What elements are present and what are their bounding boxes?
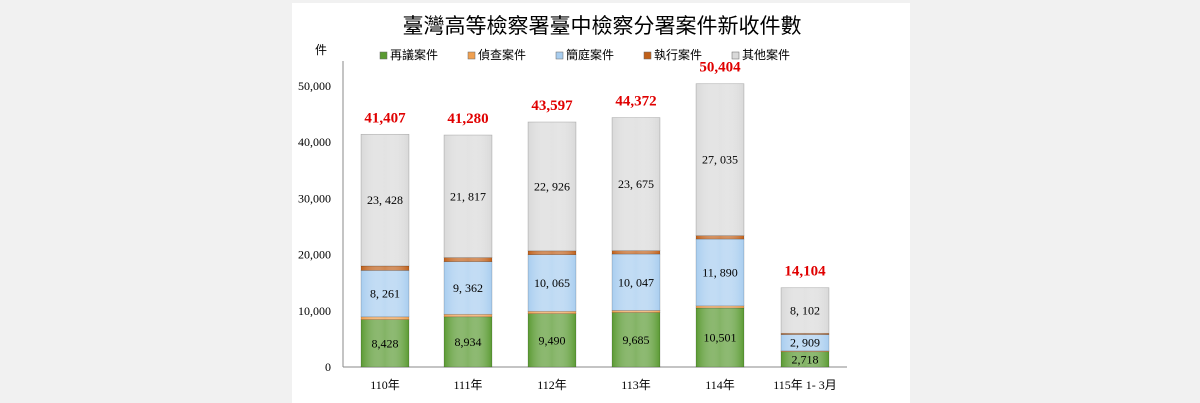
- segment-label: 10, 047: [618, 275, 654, 289]
- bar-segment-shade: [695, 235, 745, 240]
- y-tick-label: 0: [325, 360, 331, 374]
- segment-label: 21, 817: [450, 189, 486, 203]
- segment-label: 2, 909: [790, 336, 820, 350]
- bar-stack: 9,490 10, 065 22, 926 43,597 112年: [527, 98, 577, 392]
- bar-stack: 10,501 11, 890 27, 035 50,404 114年: [695, 60, 745, 392]
- chart-title: 臺灣高等檢察署臺中檢察分署案件新收件數: [403, 14, 802, 38]
- legend-swatch: [379, 51, 388, 60]
- total-label: 44,372: [615, 94, 656, 110]
- segment-label: 9,685: [623, 333, 650, 347]
- legend-swatch: [467, 51, 476, 60]
- x-tick-label: 110年: [370, 378, 400, 392]
- bar-segment-shade: [443, 134, 493, 258]
- bar-segment-shade: [611, 117, 661, 251]
- chart-panel: 臺灣高等檢察署臺中檢察分署案件新收件數 件 再議案件 偵查案件 簡庭案件 執行案件 其他…: [292, 3, 910, 403]
- segment-label: 10, 065: [534, 276, 570, 290]
- segment-label: 23, 675: [618, 177, 654, 191]
- x-tick-label: 115年 1- 3月: [773, 378, 837, 392]
- axes: 0 10,000 20,000 30,000 40,000 50,000: [298, 61, 847, 374]
- bar-stack: 2,718 2, 909 8, 102 14,104 115年 1- 3月: [773, 264, 837, 392]
- bar-segment-shade: [527, 121, 577, 252]
- segment-label: 10,501: [704, 330, 737, 344]
- total-label: 50,404: [699, 60, 741, 76]
- total-label: 41,280: [447, 111, 488, 127]
- bar-segment-shade: [360, 316, 410, 320]
- y-tick-label: 50,000: [298, 79, 331, 93]
- bar-segment-shade: [443, 313, 493, 318]
- total-label: 41,407: [364, 110, 406, 126]
- y-tick-label: 10,000: [298, 304, 331, 318]
- legend-label: 偵查案件: [478, 47, 526, 62]
- bar-stack: 8,934 9, 362 21, 817 41,280 111年: [443, 111, 493, 392]
- legend-label: 簡庭案件: [566, 47, 614, 62]
- segment-label: 9, 362: [453, 281, 483, 295]
- legend-label: 其他案件: [742, 47, 790, 62]
- bar-segment-shade: [780, 287, 830, 334]
- bar-segment-shade: [527, 254, 577, 312]
- segment-label: 8,428: [372, 336, 399, 350]
- bar-segment-shade: [443, 316, 493, 368]
- legend-swatch: [555, 51, 564, 60]
- x-tick-label: 112年: [537, 378, 567, 392]
- bar-segment-shade: [611, 312, 661, 368]
- legend-swatch: [731, 51, 740, 60]
- segment-label: 23, 428: [367, 193, 403, 207]
- total-label: 43,597: [531, 98, 573, 114]
- legend-label: 再議案件: [390, 47, 438, 62]
- bar-stack: 9,685 10, 047 23, 675 44,372 113年: [611, 94, 661, 392]
- bar-segment-shade: [695, 305, 745, 309]
- bar-segment-shade: [695, 83, 745, 236]
- segment-label: 8, 102: [790, 304, 820, 318]
- segment-label: 9,490: [539, 333, 566, 347]
- y-tick-label: 30,000: [298, 191, 331, 205]
- x-tick-label: 113年: [621, 378, 651, 392]
- bars: 8,428 8, 261 23, 428 41,407 110年 8,934 9, 362 2…: [360, 60, 837, 392]
- legend-swatch: [643, 51, 652, 60]
- bar-segment-shade: [360, 319, 410, 368]
- bar-segment-shade: [611, 310, 661, 313]
- bar-stack: 8,428 8, 261 23, 428 41,407 110年: [360, 110, 410, 392]
- x-tick-label: 111年: [453, 378, 482, 392]
- stacked-bar-chart: 臺灣高等檢察署臺中檢察分署案件新收件數 件 再議案件 偵查案件 簡庭案件 執行案件 其他…: [298, 14, 847, 392]
- bar-segment-shade: [527, 310, 577, 314]
- bar-segment-shade: [443, 261, 493, 315]
- legend: 再議案件 偵查案件 簡庭案件 執行案件 其他案件: [379, 47, 790, 62]
- bar-segment-shade: [780, 351, 830, 368]
- segment-label: 8, 261: [370, 287, 400, 301]
- segment-label: 2,718: [792, 352, 819, 366]
- bar-segment-shade: [611, 253, 661, 311]
- total-label: 14,104: [784, 264, 826, 280]
- segment-label: 22, 926: [534, 179, 570, 193]
- x-tick-label: 114年: [705, 378, 735, 392]
- legend-label: 執行案件: [654, 47, 702, 62]
- segment-label: 8,934: [455, 335, 482, 349]
- segment-label: 27, 035: [702, 153, 738, 167]
- bar-segment-shade: [360, 270, 410, 318]
- bar-segment-shade: [611, 250, 661, 255]
- y-tick-label: 40,000: [298, 135, 331, 149]
- bar-segment-shade: [443, 257, 493, 262]
- bar-segment-shade: [695, 307, 745, 368]
- y-tick-label: 20,000: [298, 248, 331, 262]
- y-axis-label: 件: [315, 43, 327, 57]
- segment-label: 11, 890: [702, 265, 738, 279]
- bar-segment-shade: [527, 250, 577, 255]
- bar-segment-shade: [527, 313, 577, 368]
- bar-segment-shade: [360, 265, 410, 271]
- bar-segment-shade: [360, 133, 410, 267]
